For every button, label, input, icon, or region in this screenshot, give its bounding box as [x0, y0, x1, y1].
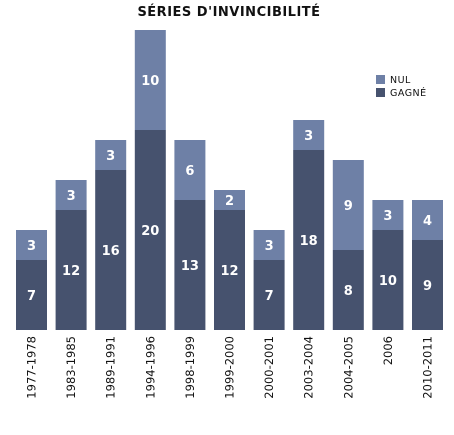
data-label-gagne-2000-2001: 7 [265, 289, 274, 304]
data-label-nul-1999-2000: 2 [225, 194, 234, 209]
bar-nul-2010-2011 [412, 200, 443, 240]
x-tick-label-2010-2011: 2010-2011 [421, 336, 435, 399]
x-tick-label-1983-1985: 1983-1985 [64, 336, 78, 399]
bar-gagne-1994-1996 [134, 130, 166, 330]
bars [16, 30, 443, 330]
x-tick-label-2000-2001: 2000-2001 [262, 336, 276, 399]
x-tick-label-1994-1996: 1994-1996 [143, 336, 157, 399]
data-label-gagne-1998-1999: 13 [181, 259, 199, 274]
data-label-nul-1977-1978: 3 [27, 239, 36, 254]
data-label-nul-2004-2005: 9 [344, 199, 353, 214]
bar-nul-1999-2000 [214, 190, 245, 210]
bar-nul-2004-2005 [332, 160, 364, 250]
data-label-gagne-1994-1996: 20 [141, 224, 159, 239]
bar-nul-1983-1985 [55, 180, 87, 210]
bar-nul-2003-2004 [293, 120, 325, 150]
data-label-gagne-1999-2000: 12 [220, 264, 238, 279]
legend: NUL GAGNÉ [376, 75, 427, 99]
x-tick-label-2004-2005: 2004-2005 [341, 336, 355, 399]
bar-gagne-1999-2000 [214, 210, 245, 330]
bar-nul-1977-1978 [16, 230, 47, 260]
bar-nul-2006 [372, 200, 404, 230]
bar-gagne-1983-1985 [55, 210, 87, 330]
x-tick-label-1977-1978: 1977-1978 [25, 336, 39, 399]
x-tick-label-1999-2000: 1999-2000 [223, 336, 237, 399]
bar-gagne-2003-2004 [293, 150, 325, 330]
legend-swatch-nul [376, 75, 385, 84]
x-tick-label-1998-1999: 1998-1999 [183, 336, 197, 399]
x-tick-label-2003-2004: 2003-2004 [302, 336, 316, 399]
data-label-gagne-2010-2011: 9 [423, 279, 432, 294]
data-label-gagne-2003-2004: 18 [300, 234, 318, 249]
data-label-gagne-1977-1978: 7 [27, 289, 36, 304]
bar-gagne-1989-1991 [95, 170, 127, 330]
data-label-gagne-1983-1985: 12 [62, 264, 80, 279]
bar-gagne-1998-1999 [174, 200, 206, 330]
bar-gagne-2006 [372, 230, 404, 330]
bar-gagne-2010-2011 [412, 240, 443, 330]
legend-label-gagne: GAGNÉ [390, 87, 427, 99]
bar-nul-1998-1999 [174, 140, 206, 200]
chart-title: SÉRIES D'INVINCIBILITÉ [137, 4, 320, 20]
data-label-gagne-2006: 10 [379, 274, 397, 289]
x-tick-labels: 1977-1978 1983-1985 1989-1991 1994-1996 1998… [25, 336, 435, 399]
data-label-nul-2010-2011: 4 [423, 214, 432, 229]
legend-label-nul: NUL [390, 75, 411, 86]
data-label-gagne-2004-2005: 8 [344, 284, 353, 299]
data-label-nul-1998-1999: 6 [185, 164, 194, 179]
x-tick-label-1989-1991: 1989-1991 [104, 336, 118, 399]
bar-gagne-2004-2005 [332, 250, 364, 330]
legend-swatch-gagne [376, 88, 385, 97]
x-tick-label-2006: 2006 [381, 336, 395, 365]
data-label-nul-1994-1996: 10 [141, 74, 159, 89]
data-label-nul-1983-1985: 3 [67, 189, 76, 204]
data-label-nul-2006: 3 [383, 209, 392, 224]
data-label-nul-1989-1991: 3 [106, 149, 115, 164]
bar-nul-2000-2001 [253, 230, 285, 260]
bar-gagne-1977-1978 [16, 260, 47, 330]
data-label-gagne-1989-1991: 16 [102, 244, 120, 259]
data-label-nul-2003-2004: 3 [304, 129, 313, 144]
bar-gagne-2000-2001 [253, 260, 285, 330]
bar-nul-1994-1996 [134, 30, 166, 130]
bar-nul-1989-1991 [95, 140, 127, 170]
value-labels: 7 3 12 3 16 3 20 10 13 6 12 2 7 3 18 3 8 9 10 3 9 4 [27, 74, 432, 304]
data-label-nul-2000-2001: 3 [265, 239, 274, 254]
